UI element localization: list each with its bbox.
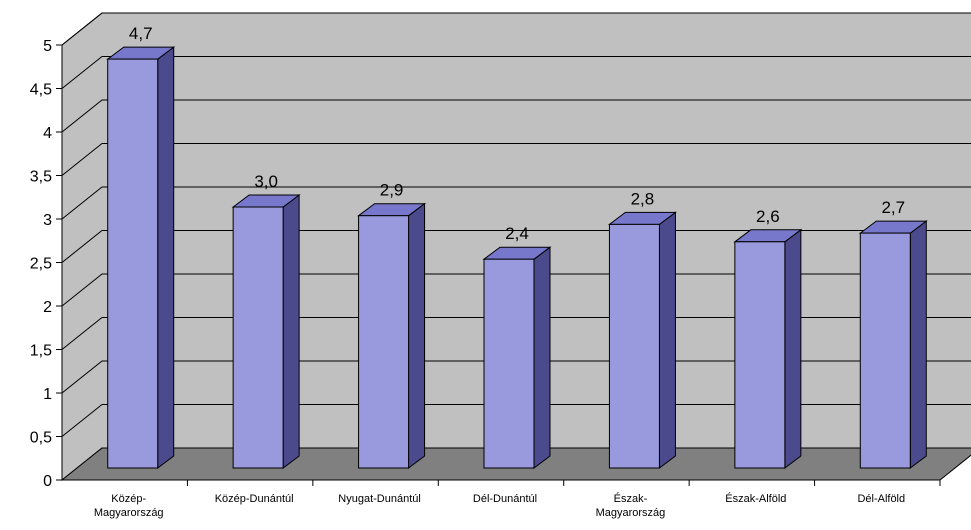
data-label: 2,8 [631,189,655,208]
x-tick-label: Dél-Dunántúl [473,493,537,505]
x-tick-label: Dél-Alföld [857,493,905,505]
bar [607,211,677,469]
bar-side [909,220,927,469]
bar [858,220,928,469]
bar-front [734,241,786,469]
y-tick-label: 2 [43,299,52,316]
bar-side [282,194,300,469]
data-label: 2,4 [505,224,529,243]
x-tick-label: Észak-Alföld [725,492,786,505]
y-tick-label: 1 [43,386,52,403]
y-tick-label: 4 [43,125,52,142]
bars: 4,7 3,0 2,9 2,4 2,8 2,6 2,7 [106,24,928,469]
gridline [61,273,971,307]
bar-front [232,206,284,469]
x-tick-label: Közép-Dunántúl [215,493,294,505]
y-tick-label: 0,5 [30,430,52,447]
bar-side [408,202,426,469]
y-tick-label: 2,5 [30,256,52,273]
y-tick-label: 3 [43,212,52,229]
data-label: 2,9 [380,181,404,200]
bar-front [358,215,410,469]
data-label: 3,0 [254,172,278,191]
bar-side [157,46,175,469]
gridline [61,56,971,89]
gridlines [61,12,971,437]
gridline [61,99,971,133]
bar-front [107,58,159,469]
bar [231,194,301,469]
gridline [61,360,971,394]
x-axis-labels: Közép-Magyarország Közép-Dunántúl Nyugat-D… [94,480,941,519]
data-label: 2,7 [881,198,905,217]
y-axis: 0 0,5 1 1,5 2 2,5 3 3,5 4 4,5 5 [30,38,940,490]
gridline [61,12,971,46]
bar [482,246,552,469]
gridline [61,186,971,220]
gridline [61,404,971,437]
bar-front [859,232,911,469]
data-label: 2,6 [756,207,780,226]
y-tick-label: 4,5 [30,82,52,99]
data-label: 4,7 [129,24,153,43]
gridline [61,230,971,263]
bar [357,202,427,469]
y-tick-label: 5 [43,38,52,55]
bar-side [784,228,802,469]
x-tick-label: Nyugat-Dunántúl [338,493,421,505]
bar-front [608,223,660,469]
bar [733,228,803,469]
bar [106,46,176,469]
y-tick-label: 1,5 [30,343,52,360]
bar-side [658,211,676,469]
gridline [61,317,971,350]
x-tick-label: Észak-Magyarország [596,492,666,519]
y-tick-label: 3,5 [30,169,52,186]
bar-side [533,246,551,469]
gridline [61,143,971,176]
x-tick-label: Közép-Magyarország [94,493,164,519]
y-tick-label: 0 [43,473,52,490]
bar-front [483,258,535,469]
